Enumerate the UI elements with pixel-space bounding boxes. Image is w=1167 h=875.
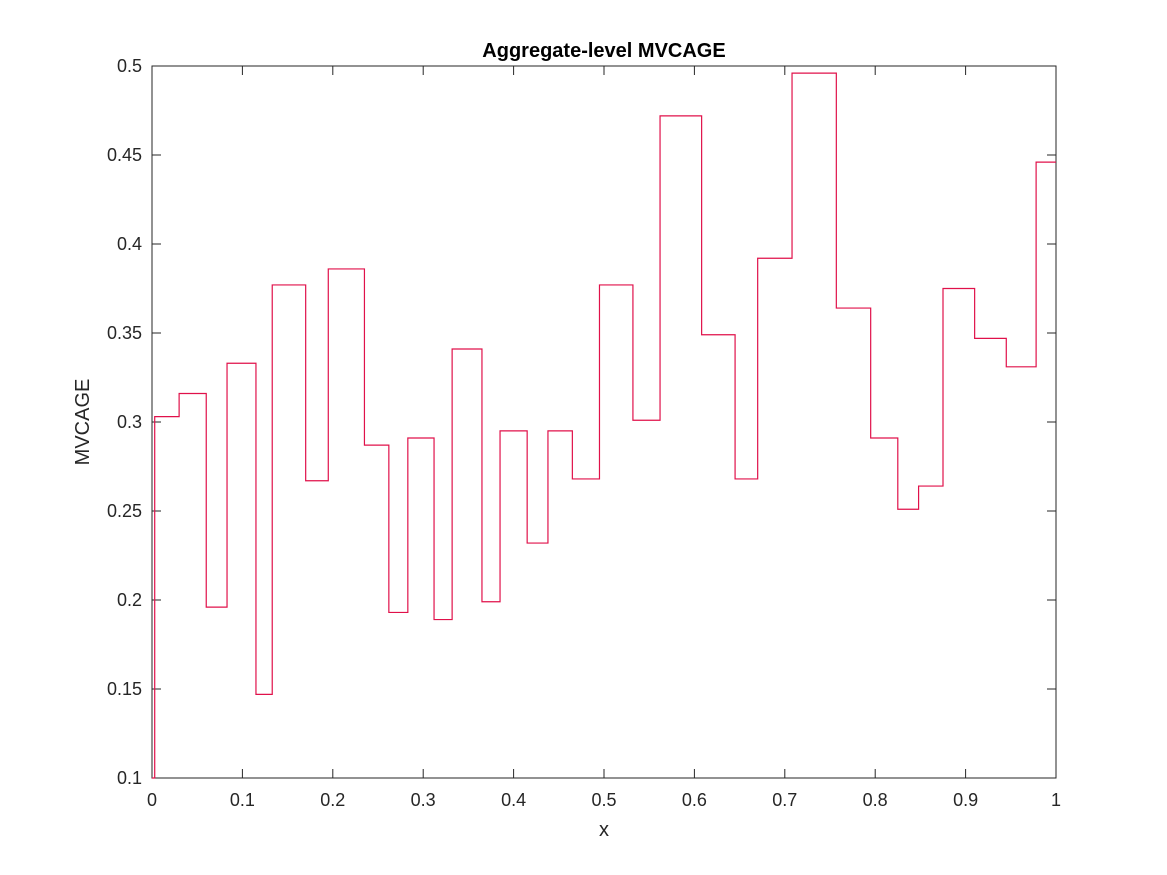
- x-tick-label: 0: [147, 790, 157, 810]
- x-tick-label: 1: [1051, 790, 1061, 810]
- x-tick-label: 0.1: [230, 790, 255, 810]
- y-tick-label: 0.35: [107, 323, 142, 343]
- x-tick-label: 0.5: [591, 790, 616, 810]
- y-tick-label: 0.1: [117, 768, 142, 788]
- axis-ticks: 0 0.1 0.2 0.3 0.4 0.5 0.6 0.7 0.8 0.9 10.10.150.20…: [107, 56, 1061, 810]
- x-tick-label: 0.4: [501, 790, 526, 810]
- series-line: [152, 72, 1056, 779]
- y-tick-label: 0.5: [117, 56, 142, 76]
- y-tick-label: 0.3: [117, 412, 142, 432]
- y-axis-label: MVCAGE: [72, 379, 94, 466]
- y-tick-label: 0.4: [117, 234, 142, 254]
- x-tick-label: 0.9: [953, 790, 978, 810]
- y-tick-label: 0.2: [117, 590, 142, 610]
- x-axis-label: x: [599, 819, 609, 841]
- y-tick-label: 0.45: [107, 145, 142, 165]
- x-tick-label: 0.8: [863, 790, 888, 810]
- y-tick-label: 0.25: [107, 501, 142, 521]
- x-tick-label: 0.2: [320, 790, 345, 810]
- plot-area: [151, 65, 1057, 779]
- y-tick-label: 0.15: [107, 679, 142, 699]
- x-tick-label: 0.7: [772, 790, 797, 810]
- chart-title: Aggregate-level MVCAGE: [482, 40, 725, 62]
- series-layer: [152, 72, 1056, 779]
- x-tick-label: 0.6: [682, 790, 707, 810]
- x-tick-label: 0.3: [411, 790, 436, 810]
